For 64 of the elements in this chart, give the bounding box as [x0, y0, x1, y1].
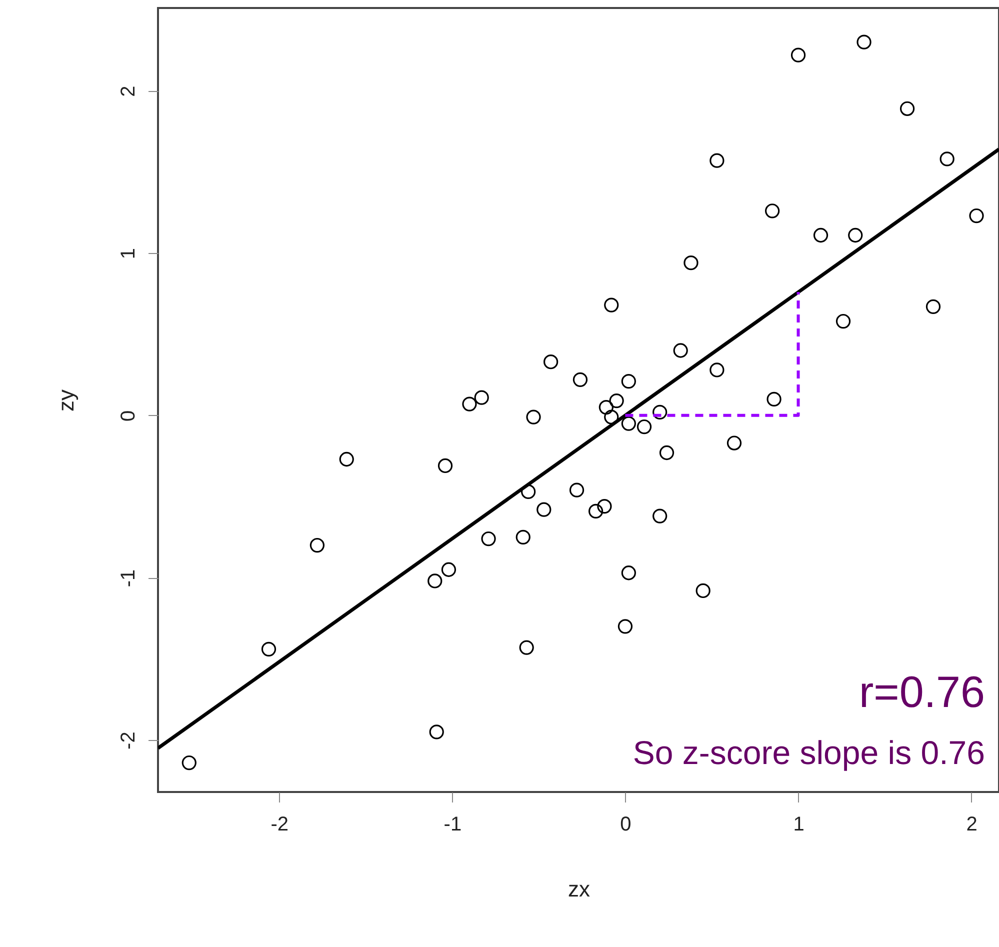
- y-tick-label: -1: [118, 569, 140, 588]
- point: [609, 394, 624, 408]
- point: [766, 392, 782, 406]
- x-tick-label: 1: [793, 814, 804, 836]
- point: [441, 562, 456, 577]
- point: [310, 538, 325, 553]
- x-tick-label: -1: [444, 814, 462, 836]
- y-tick-label: 0: [118, 410, 140, 422]
- point: [848, 228, 863, 243]
- point: [604, 410, 619, 424]
- point: [428, 574, 442, 588]
- point: [604, 298, 619, 312]
- point: [543, 354, 558, 370]
- point: [652, 508, 668, 524]
- x-tick-label: -2: [270, 814, 289, 836]
- point: [521, 484, 536, 500]
- point: [969, 208, 984, 224]
- x-tick-label: 0: [620, 814, 632, 836]
- point: [569, 482, 584, 498]
- y-tick-label: -2: [118, 732, 140, 750]
- y-tick-label: 2: [118, 86, 140, 97]
- point: [900, 101, 915, 116]
- point: [572, 372, 588, 388]
- point: [726, 436, 742, 450]
- point: [536, 502, 552, 517]
- x-tick-label: 2: [966, 814, 978, 836]
- point: [621, 566, 636, 580]
- point: [598, 400, 614, 415]
- y-tick-label: 1: [118, 248, 140, 260]
- point: [813, 228, 828, 243]
- point: [684, 256, 698, 270]
- point: [621, 374, 636, 389]
- point: [764, 204, 780, 218]
- point: [182, 755, 196, 770]
- point: [597, 499, 612, 514]
- point: [652, 404, 668, 420]
- point: [790, 48, 806, 62]
- point: [659, 445, 674, 460]
- point: [519, 640, 534, 655]
- point: [261, 642, 276, 656]
- x-axis-title: zx: [568, 876, 590, 902]
- annotation: So z-score slope is 0.76: [632, 734, 985, 771]
- annotation: r=0.76: [859, 668, 985, 717]
- point: [710, 153, 724, 168]
- point: [696, 583, 710, 598]
- point: [618, 619, 633, 634]
- point: [474, 390, 489, 405]
- point: [481, 531, 496, 546]
- point: [339, 452, 354, 467]
- y-axis-title: zy: [54, 390, 78, 412]
- point: [710, 362, 724, 378]
- point: [621, 416, 636, 431]
- point: [940, 152, 954, 166]
- point: [516, 530, 530, 544]
- point: [836, 314, 851, 329]
- point: [926, 299, 941, 314]
- point: [462, 396, 477, 412]
- point: [673, 343, 688, 358]
- point: [526, 410, 541, 424]
- point: [438, 458, 453, 474]
- point: [856, 34, 872, 50]
- point: [636, 419, 652, 434]
- point: [429, 724, 444, 740]
- point: [588, 504, 604, 518]
